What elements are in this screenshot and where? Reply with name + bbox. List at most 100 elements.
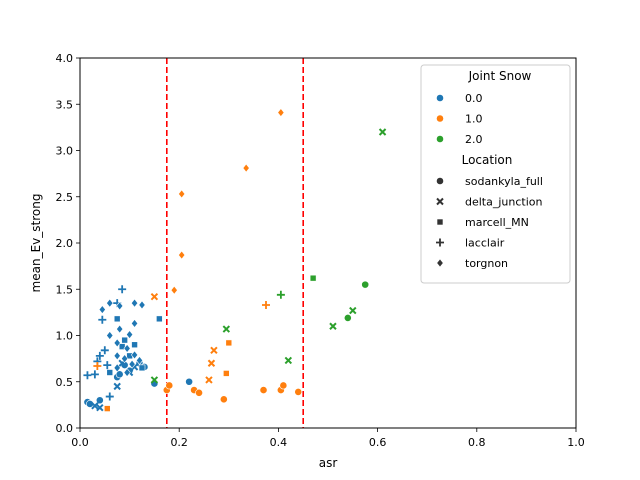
data-point <box>83 371 92 380</box>
data-point <box>113 338 121 348</box>
y-tick-label: 3.5 <box>56 98 74 111</box>
data-point <box>90 370 99 379</box>
legend-hue-marker <box>436 94 444 102</box>
data-point <box>98 315 107 324</box>
data-point <box>277 108 285 118</box>
data-point <box>123 343 131 353</box>
legend-hue-label: 1.0 <box>465 113 483 126</box>
data-point <box>279 381 288 390</box>
legend-style-title: Location <box>462 153 513 167</box>
y-tick-label: 3.0 <box>56 145 74 158</box>
data-point <box>329 322 337 330</box>
legend-hue-label: 0.0 <box>465 92 483 105</box>
data-point <box>185 377 194 386</box>
legend-box <box>420 64 571 284</box>
x-tick-label: 0.6 <box>369 436 387 449</box>
data-point <box>150 292 159 301</box>
legend-style-label: lacclair <box>465 237 505 250</box>
data-point <box>130 350 139 360</box>
data-point <box>95 396 104 405</box>
data-point <box>96 403 104 412</box>
data-points <box>83 108 387 412</box>
data-point <box>378 128 387 136</box>
y-tick-label: 0.5 <box>56 376 74 389</box>
legend-hue-title: Joint Snow <box>468 69 532 83</box>
data-point <box>219 395 228 404</box>
data-point <box>123 368 131 377</box>
data-point <box>284 356 293 365</box>
data-point <box>225 339 233 347</box>
x-axis-label: asr <box>319 456 338 470</box>
data-point <box>93 362 102 371</box>
data-point <box>207 359 216 367</box>
data-point <box>113 382 121 391</box>
x-axis-ticks: 0.0 0.2 0.4 0.6 0.8 1.0 <box>71 428 585 449</box>
data-point <box>103 361 112 370</box>
data-point <box>130 298 139 308</box>
data-point <box>126 330 134 340</box>
y-tick-label: 1.0 <box>56 330 74 343</box>
data-point <box>294 388 303 396</box>
data-point <box>205 376 213 384</box>
data-point <box>130 318 139 328</box>
data-point <box>103 405 111 412</box>
y-axis-label: mean_Ev_strong <box>29 194 43 293</box>
data-point <box>165 381 174 390</box>
data-point <box>106 298 114 308</box>
data-point <box>128 359 136 369</box>
data-point <box>195 388 203 397</box>
data-point <box>135 355 144 365</box>
data-point <box>106 369 114 376</box>
data-point <box>276 290 285 299</box>
legend-style-label: sodankyla_full <box>465 175 543 188</box>
x-tick-label: 0.8 <box>468 436 486 449</box>
data-point <box>138 300 146 310</box>
data-point <box>105 392 114 401</box>
data-point <box>262 300 270 309</box>
legend-hue-label: 2.0 <box>465 133 483 146</box>
legend-style-marker <box>436 258 444 268</box>
x-tick-label: 0.2 <box>170 436 188 449</box>
data-point <box>131 341 138 349</box>
y-axis-ticks: 0.0 0.5 1.0 1.5 2.0 2.5 3.0 3.5 4.0 <box>56 52 80 435</box>
y-tick-label: 0.0 <box>56 422 74 435</box>
x-tick-label: 0.0 <box>71 436 89 449</box>
data-point <box>98 305 106 315</box>
data-point <box>100 346 109 355</box>
legend-style-label: torgnon <box>465 257 508 270</box>
legend: Joint Snow Location 0.0 1.0 2.0 sodankyla_f… <box>420 64 571 284</box>
x-tick-label: 1.0 <box>567 436 585 449</box>
data-point <box>91 402 99 410</box>
y-tick-label: 1.5 <box>56 283 74 296</box>
data-point <box>106 331 114 340</box>
data-point <box>170 285 178 295</box>
data-point <box>178 250 186 260</box>
data-point <box>210 346 218 355</box>
data-point <box>150 376 159 384</box>
data-point <box>309 274 317 282</box>
data-point <box>113 351 121 361</box>
data-point <box>138 364 146 372</box>
data-point <box>349 306 357 315</box>
legend-style-marker <box>436 238 444 247</box>
y-tick-label: 2.5 <box>56 191 74 204</box>
data-point <box>95 351 104 360</box>
data-point <box>178 189 186 199</box>
y-tick-label: 2.0 <box>56 237 74 250</box>
data-point <box>242 163 250 173</box>
y-tick-label: 4.0 <box>56 52 74 65</box>
legend-style-marker <box>436 197 444 206</box>
legend-style-label: delta_junction <box>465 196 543 209</box>
data-point <box>118 285 127 294</box>
data-point <box>113 363 121 373</box>
data-point <box>223 370 230 377</box>
legend-style-marker <box>436 218 444 226</box>
data-point <box>121 354 129 364</box>
legend-style-label: marcell_MN <box>465 216 529 229</box>
legend-style-marker <box>436 177 444 185</box>
legend-hue-marker <box>436 114 444 123</box>
data-point <box>121 336 128 344</box>
legend-hue-marker <box>436 135 444 143</box>
data-point <box>116 324 124 334</box>
